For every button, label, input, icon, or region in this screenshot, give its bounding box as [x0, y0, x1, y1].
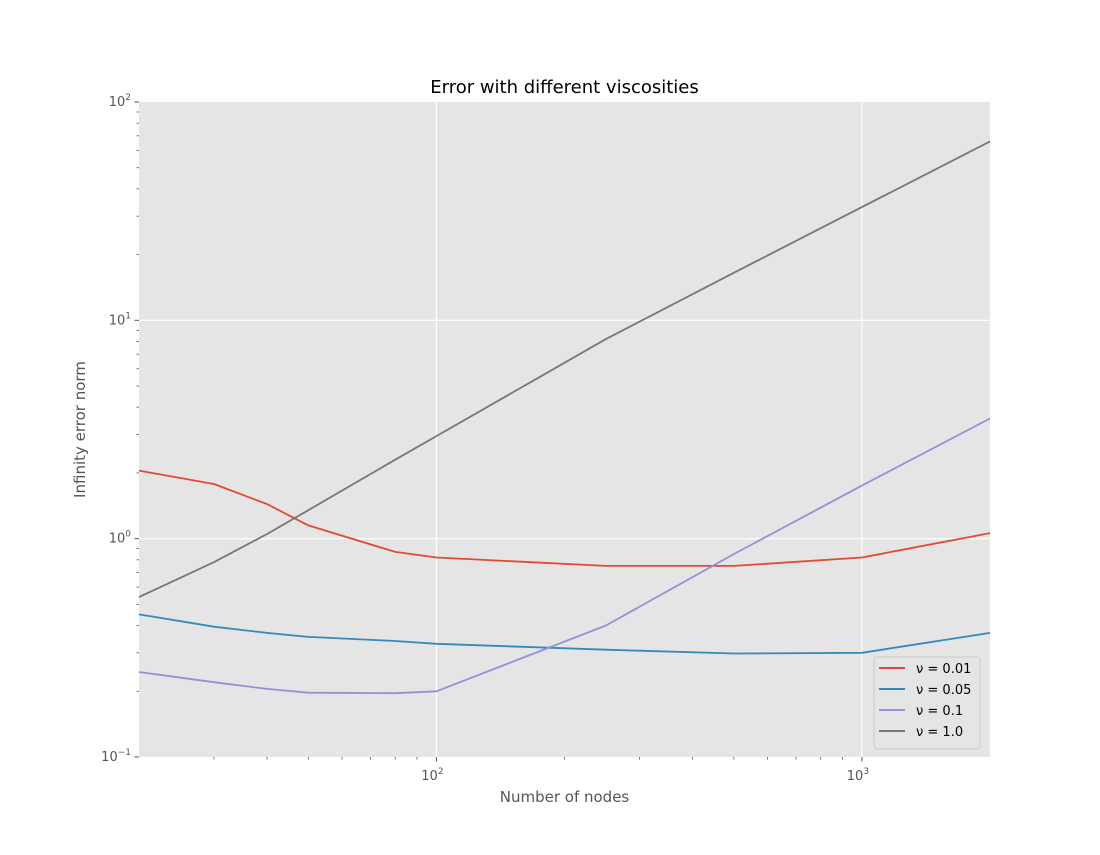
legend-label: ν = 0.1 — [916, 704, 963, 719]
x-tick-label-exponent: 3 — [863, 767, 869, 777]
series-line-2 — [138, 613, 991, 655]
y-tick-label: 10−1 — [101, 748, 131, 765]
y-tick-label-exponent: 2 — [125, 93, 131, 103]
y-tick-label: 100 — [109, 530, 132, 547]
legend-label: ν = 1.0 — [916, 725, 963, 740]
minor-ticks — [136, 111, 843, 760]
x-tick-label-base: 10 — [847, 769, 864, 784]
y-tick-label-exponent: −1 — [118, 748, 131, 758]
x-tick-label: 102 — [421, 767, 443, 784]
legend-label: ν = 0.01 — [916, 662, 971, 677]
y-tick-label: 101 — [109, 311, 131, 328]
x-tick-label: 103 — [847, 767, 869, 784]
series-line-1 — [138, 469, 991, 567]
x-tick-label-base: 10 — [421, 769, 438, 784]
x-tick-label-exponent: 2 — [438, 767, 444, 777]
series-line-3 — [138, 417, 991, 695]
y-tick-label-base: 10 — [109, 313, 126, 328]
y-tick-label-base: 10 — [109, 532, 126, 547]
chart-title: Error with different viscosities — [430, 77, 699, 98]
legend-box — [873, 656, 981, 750]
y-axis-label: Infinity error norm — [71, 361, 89, 498]
y-tick-label-exponent: 0 — [125, 530, 131, 540]
grid — [139, 102, 990, 757]
legend: ν = 0.01 ν = 0.05 ν = 0.1 ν = 1.0 — [873, 656, 981, 750]
legend-label: ν = 0.05 — [916, 683, 971, 698]
y-tick-label-base: 10 — [101, 750, 118, 765]
y-tick-label: 102 — [109, 93, 131, 110]
major-ticks — [134, 101, 863, 762]
y-tick-label-exponent: 1 — [125, 311, 131, 321]
x-axis-label: Number of nodes — [500, 788, 630, 806]
series-line-4 — [138, 140, 991, 598]
y-tick-label-base: 10 — [109, 95, 126, 110]
series-lines — [138, 140, 991, 695]
